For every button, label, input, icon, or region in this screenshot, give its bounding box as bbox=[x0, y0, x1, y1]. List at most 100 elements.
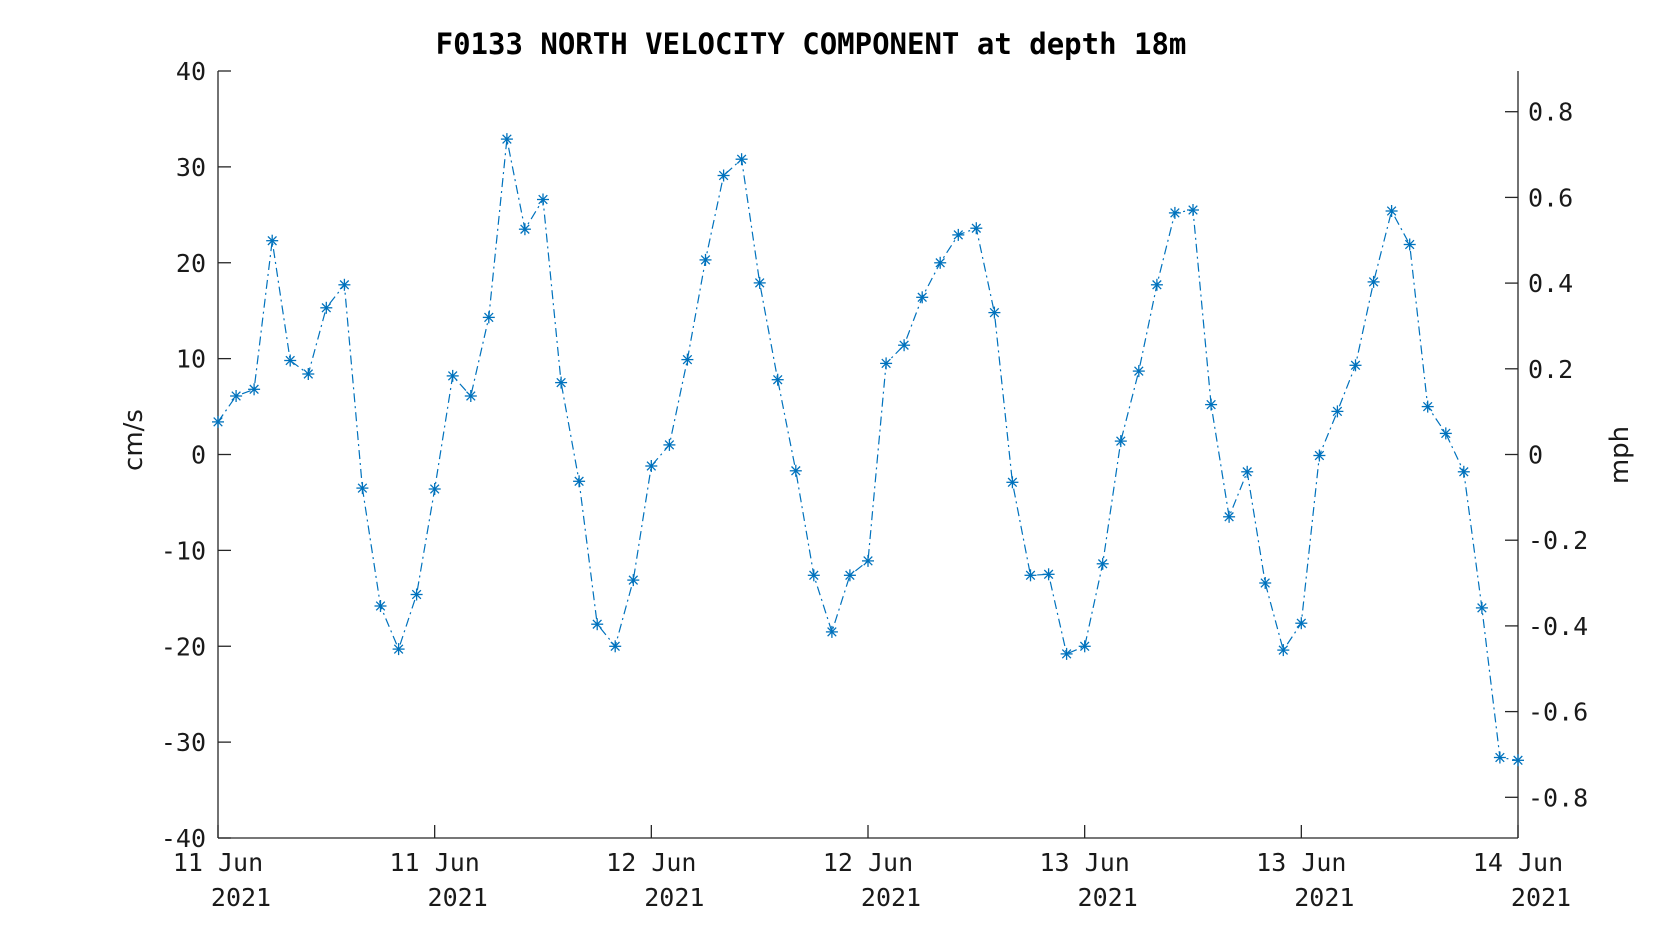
x-tick-label-year: 2021 bbox=[428, 883, 488, 912]
data-point bbox=[1385, 205, 1398, 217]
data-point bbox=[1205, 398, 1218, 411]
data-point bbox=[212, 415, 224, 428]
data-point bbox=[1078, 640, 1091, 653]
series bbox=[212, 133, 1524, 767]
data-point bbox=[1168, 206, 1181, 219]
y-tick-label: 20 bbox=[176, 249, 206, 278]
x-tick-label-year: 2021 bbox=[1294, 883, 1354, 912]
data-point bbox=[1060, 647, 1073, 660]
x-tick-label-year: 2021 bbox=[1511, 883, 1571, 912]
data-point bbox=[1493, 751, 1506, 764]
data-point bbox=[843, 569, 856, 582]
data-point bbox=[1512, 754, 1524, 767]
y-tick-label: -40 bbox=[161, 824, 206, 853]
data-point bbox=[482, 311, 495, 324]
data-point bbox=[753, 276, 766, 289]
y2-tick-label: 0.2 bbox=[1528, 355, 1573, 384]
x-tick-label-day: 12 Jun bbox=[823, 848, 913, 877]
axes: 40 30 20 10 0 -10 -20 -30 -40 0.8 0.6 0.4 0.2 0 -0.2 -0… bbox=[161, 57, 1588, 912]
y-tick-label: 0 bbox=[191, 441, 206, 470]
x-tick-label-year: 2021 bbox=[644, 883, 704, 912]
data-point bbox=[934, 256, 947, 269]
y-tick-label: 40 bbox=[176, 57, 206, 86]
data-point bbox=[446, 369, 459, 382]
data-point bbox=[825, 625, 838, 638]
data-point bbox=[970, 222, 983, 235]
data-point bbox=[609, 640, 622, 653]
data-point bbox=[1259, 577, 1272, 589]
x-tick-label-year: 2021 bbox=[861, 883, 921, 912]
data-point bbox=[880, 357, 893, 370]
chart-title: F0133 NORTH VELOCITY COMPONENT at depth … bbox=[436, 27, 1187, 61]
data-point bbox=[1439, 427, 1452, 440]
y2-tick-label: 0 bbox=[1528, 441, 1543, 470]
x-tick-label-day: 13 Jun bbox=[1256, 848, 1346, 877]
data-point bbox=[898, 339, 911, 352]
y2-tick-label: 0.8 bbox=[1528, 98, 1573, 127]
data-point bbox=[952, 228, 965, 241]
y2-tick-label: 0.6 bbox=[1528, 183, 1573, 212]
data-point bbox=[1403, 238, 1416, 251]
x-tick-label-year: 2021 bbox=[211, 883, 271, 912]
data-point bbox=[1223, 510, 1236, 523]
data-point bbox=[771, 373, 784, 386]
series-line bbox=[217, 138, 1519, 761]
y-tick-label: 10 bbox=[176, 345, 206, 374]
data-point bbox=[266, 234, 279, 247]
data-point bbox=[1241, 465, 1254, 478]
data-point bbox=[374, 600, 387, 612]
x-tick-label-day: 12 Jun bbox=[606, 848, 696, 877]
data-point bbox=[518, 223, 531, 236]
data-point bbox=[1331, 405, 1344, 418]
data-point bbox=[1114, 435, 1127, 448]
data-point bbox=[284, 354, 297, 367]
data-point bbox=[807, 569, 820, 582]
data-point bbox=[645, 460, 658, 472]
data-point bbox=[410, 588, 423, 601]
y-tick-label: -20 bbox=[161, 632, 206, 661]
data-point bbox=[302, 368, 315, 380]
data-point bbox=[356, 482, 369, 495]
x-tick-label-day: 14 Jun bbox=[1473, 848, 1563, 877]
data-point bbox=[1367, 275, 1380, 288]
data-point bbox=[988, 306, 1001, 319]
data-point bbox=[392, 643, 405, 656]
data-point bbox=[591, 618, 604, 631]
data-point bbox=[627, 574, 640, 587]
data-point bbox=[862, 554, 874, 567]
data-point bbox=[681, 353, 694, 366]
x-tick-label-day: 11 Jun bbox=[390, 848, 480, 877]
data-point bbox=[537, 193, 549, 206]
y2-tick-label: 0.4 bbox=[1528, 269, 1573, 298]
data-point bbox=[500, 133, 513, 146]
data-point bbox=[555, 376, 568, 389]
x-tick-label-day: 13 Jun bbox=[1040, 848, 1130, 877]
data-point bbox=[1313, 449, 1326, 462]
data-point bbox=[1187, 204, 1199, 216]
y2-tick-label: -0.6 bbox=[1528, 698, 1588, 727]
data-point bbox=[1132, 365, 1145, 378]
data-point bbox=[1457, 465, 1470, 478]
y-tick-label: -30 bbox=[161, 728, 206, 757]
y-tick-label: 30 bbox=[176, 153, 206, 182]
data-point bbox=[573, 475, 586, 488]
data-point bbox=[320, 301, 333, 314]
data-point bbox=[1024, 569, 1037, 582]
data-point bbox=[663, 438, 676, 451]
y2-axis-label: mph bbox=[1605, 426, 1635, 484]
data-point bbox=[1295, 617, 1308, 630]
data-point bbox=[717, 169, 730, 182]
data-point bbox=[1042, 568, 1055, 581]
y2-tick-label: -0.2 bbox=[1528, 526, 1588, 555]
y-axis-label: cm/s bbox=[119, 409, 149, 471]
data-point bbox=[428, 483, 441, 495]
data-point bbox=[248, 383, 261, 396]
data-point bbox=[789, 464, 802, 477]
y-tick-label: -10 bbox=[161, 536, 206, 565]
data-point bbox=[735, 153, 748, 166]
data-point bbox=[338, 278, 351, 291]
data-point bbox=[1475, 601, 1488, 614]
x-tick-label-day: 11 Jun bbox=[173, 848, 263, 877]
data-point bbox=[1150, 278, 1163, 291]
